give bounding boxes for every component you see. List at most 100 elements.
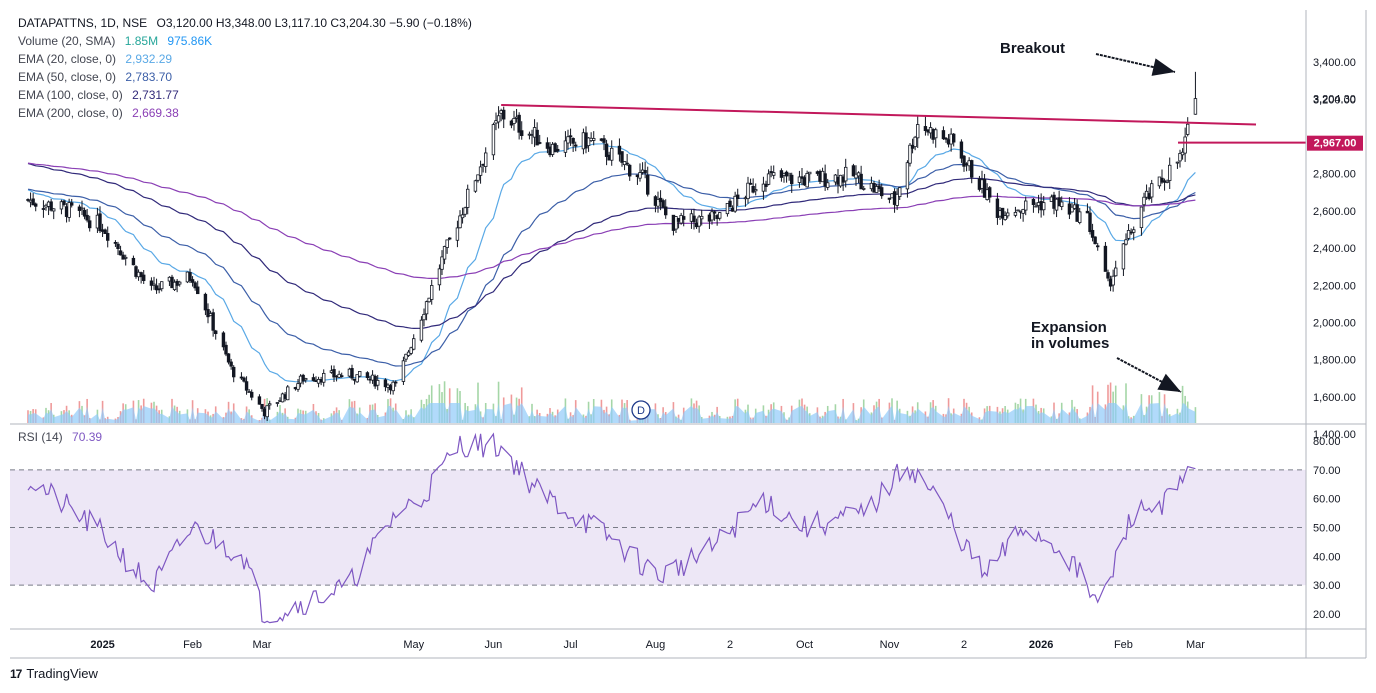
candle-body: [566, 136, 570, 144]
rsi-legend[interactable]: RSI (14) 70.39: [18, 430, 102, 444]
expansion-annotation-line2: in volumes: [1031, 335, 1110, 352]
ema200-value: 2,669.38: [132, 106, 179, 120]
candle-body: [700, 215, 704, 220]
tradingview-logo-text: TradingView: [26, 666, 98, 681]
candle-body: [1088, 212, 1092, 232]
candle-body: [592, 138, 596, 141]
candle-body: [1003, 215, 1007, 220]
rsi-tick-label: 80.00: [1313, 436, 1341, 448]
candle-body: [1175, 161, 1180, 164]
legend-ema20-row[interactable]: EMA (20, close, 0) 2,932.29: [18, 50, 472, 68]
axes[interactable]: 3,400.00 3,200.00 2,800.00 2,600.00 2,400.00…: [10, 10, 1367, 659]
candle-body: [823, 173, 827, 187]
candle-body: [80, 207, 84, 210]
candle-body: [124, 256, 128, 259]
rsi-pane: [10, 432, 1306, 624]
candle-body: [638, 172, 642, 179]
candle-body: [229, 361, 233, 367]
time-tick-label: Jun: [485, 639, 503, 651]
legend-ema50-row[interactable]: EMA (50, close, 0) 2,783.70: [18, 68, 472, 86]
candle-body: [275, 402, 280, 404]
candle-body: [748, 182, 753, 185]
ema20-label: EMA (20, close, 0): [18, 52, 117, 66]
candle-body: [697, 216, 701, 227]
candle-body: [466, 188, 470, 208]
candle-body: [962, 155, 966, 167]
candle-body: [412, 338, 416, 350]
candle-body: [1070, 206, 1074, 213]
legend-ema200-row[interactable]: EMA (200, close, 0) 2,669.38: [18, 104, 472, 122]
price-tick-label: 1,600.00: [1313, 392, 1356, 404]
candle-body: [422, 313, 426, 321]
candle-body: [859, 173, 863, 190]
time-tick-label: Jul: [564, 639, 578, 651]
candle-body: [746, 182, 750, 200]
candle-body: [1031, 198, 1036, 205]
candle-body: [419, 319, 424, 341]
candle-body: [898, 187, 902, 197]
candle-body: [1132, 229, 1136, 233]
candle-body: [1124, 239, 1128, 245]
candle-body: [193, 282, 197, 289]
legend-symbol-row: DATAPATTNS, 1D, NSE O3,120.00 H3,348.00 …: [18, 14, 472, 32]
candle-body: [656, 199, 660, 207]
candle-body: [31, 198, 35, 206]
price-tick-label: 2,400.00: [1313, 243, 1356, 255]
candle-body: [304, 378, 308, 381]
ema-20-line: [27, 142, 1196, 383]
candle-body: [1016, 209, 1020, 212]
time-tick-label: Mar: [1186, 639, 1205, 651]
dividend-marker-icon: [631, 400, 651, 420]
candle-body: [571, 137, 575, 144]
time-tick-label: Feb: [183, 639, 202, 651]
time-tick-label: 2025: [90, 639, 114, 651]
price-tick-label: 2,800.00: [1313, 169, 1356, 181]
candle-body: [1139, 206, 1144, 229]
volume-arrow: [1116, 357, 1182, 393]
candle-body: [244, 381, 249, 391]
candle-body: [952, 133, 956, 143]
candle-body: [553, 143, 557, 153]
rsi-label: RSI (14): [18, 430, 63, 444]
candle-body: [221, 332, 226, 348]
candle-body: [196, 286, 200, 295]
candle-body: [502, 109, 506, 120]
candle-body: [772, 172, 776, 176]
candle-body: [1180, 151, 1185, 156]
legend-ema100-row[interactable]: EMA (100, close, 0) 2,731.77: [18, 86, 472, 104]
candle-body: [1106, 272, 1110, 279]
candle-body: [1111, 275, 1115, 286]
candle-body: [172, 281, 177, 291]
price-tick-label: 2,200.00: [1313, 280, 1356, 292]
candle-body: [142, 274, 146, 281]
candle-body: [712, 211, 717, 214]
volume-layer: D: [27, 381, 1197, 423]
candle-body: [728, 200, 732, 207]
rsi-tick-label: 60.00: [1313, 494, 1341, 506]
symbol-label[interactable]: DATAPATTNS, 1D, NSE: [18, 16, 148, 30]
volume-bar: [497, 381, 500, 423]
price-tick-label: 1,400.00: [1313, 429, 1356, 441]
candle-body: [563, 140, 568, 153]
candle-body: [458, 215, 462, 229]
tradingview-logo[interactable]: 17 TradingView: [10, 666, 98, 681]
candle-body: [214, 330, 218, 335]
candle-body: [628, 164, 632, 177]
candle-body: [160, 281, 164, 290]
candle-body: [116, 243, 120, 249]
rsi-tick-label: 30.00: [1313, 580, 1341, 592]
candle-body: [98, 213, 102, 232]
last-price-label: 3,204.30: [1313, 94, 1356, 106]
candle-body: [1093, 236, 1097, 245]
candle-body: [224, 344, 228, 355]
candle-body: [232, 366, 236, 378]
candle-body: [1126, 230, 1131, 239]
candle-body: [1186, 123, 1190, 135]
legend-volume-row[interactable]: Volume (20, SMA) 1.85M 975.86K: [18, 32, 472, 50]
candle-body: [404, 353, 408, 360]
candle-body: [437, 268, 442, 286]
candle-body: [710, 211, 714, 221]
candle-body: [905, 162, 910, 190]
rsi-tick-label: 70.00: [1313, 465, 1341, 477]
dividend-marker-letter: D: [637, 405, 645, 417]
